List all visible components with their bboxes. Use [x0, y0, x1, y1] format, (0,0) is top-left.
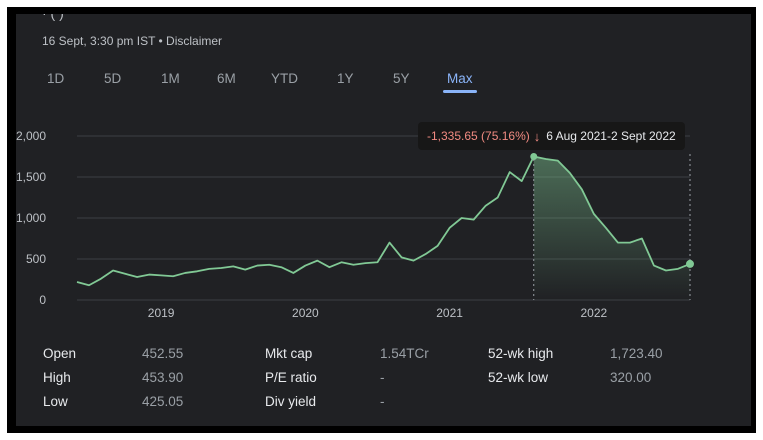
stat-value-52wk-low: 320.00	[610, 370, 652, 385]
price-chart[interactable]: 0 500 1,000 1,500 2,000 2019 2020 2021 2022	[16, 14, 751, 344]
chart-tooltip: -1,335.65 (75.16%) ↓ 6 Aug 2021-2 Sept 2…	[418, 122, 685, 150]
stat-label-div-yield: Div yield	[265, 394, 317, 409]
y-tick-label: 1,000	[16, 211, 46, 225]
stat-value-div-yield: -	[380, 394, 385, 409]
ticker-name: · ( )	[42, 14, 64, 21]
stat-value-pe-ratio: -	[380, 370, 385, 385]
x-tick-label: 2022	[580, 306, 607, 320]
tab-5y[interactable]: 5Y	[393, 71, 410, 86]
price-series-line	[76, 155, 691, 287]
range-start-point	[530, 153, 538, 160]
x-tick-label: 2020	[292, 306, 319, 320]
stat-value-52wk-high: 1,723.40	[610, 346, 663, 361]
stock-chart-panel: · ( ) 16 Sept, 3:30 pm IST • Disclaimer …	[16, 14, 751, 426]
stat-value-low: 425.05	[142, 394, 184, 409]
stat-label-low: Low	[43, 394, 68, 409]
stat-value-high: 453.90	[142, 370, 184, 385]
timestamp-disclaimer[interactable]: 16 Sept, 3:30 pm IST • Disclaimer	[42, 34, 223, 48]
range-end-point	[686, 259, 694, 268]
x-tick-label: 2019	[148, 306, 175, 320]
stat-label-52wk-low: 52-wk low	[488, 370, 549, 385]
y-tick-label: 0	[39, 293, 46, 307]
tooltip-change: -1,335.65 (75.16%)	[427, 129, 530, 143]
stat-label-mkt-cap: Mkt cap	[265, 346, 313, 361]
y-tick-label: 2,000	[16, 129, 46, 143]
stat-label-high: High	[43, 370, 71, 385]
tab-max[interactable]: Max	[447, 71, 473, 86]
stat-label-pe-ratio: P/E ratio	[265, 370, 317, 385]
stat-label-52wk-high: 52-wk high	[488, 346, 554, 361]
stat-value-mkt-cap: 1.54TCr	[380, 346, 429, 361]
tab-ytd[interactable]: YTD	[271, 71, 298, 86]
selected-tab-indicator	[443, 90, 477, 93]
range-tabs: 1D 5D 1M 6M YTD 1Y 5Y Max	[16, 71, 751, 93]
x-tick-label: 2021	[436, 306, 463, 320]
y-tick-label: 1,500	[16, 170, 46, 184]
tab-1y[interactable]: 1Y	[337, 71, 354, 86]
tooltip-period: 6 Aug 2021-2 Sept 2022	[546, 129, 676, 143]
highlight-area	[533, 156, 690, 300]
tab-1m[interactable]: 1M	[161, 71, 180, 86]
tab-1d[interactable]: 1D	[47, 71, 65, 86]
y-tick-label: 500	[26, 252, 46, 266]
tab-6m[interactable]: 6M	[217, 71, 236, 86]
tab-5d[interactable]: 5D	[104, 71, 122, 86]
arrow-down-icon: ↓	[533, 128, 541, 144]
stat-label-open: Open	[43, 346, 77, 361]
stat-value-open: 452.55	[142, 346, 184, 361]
